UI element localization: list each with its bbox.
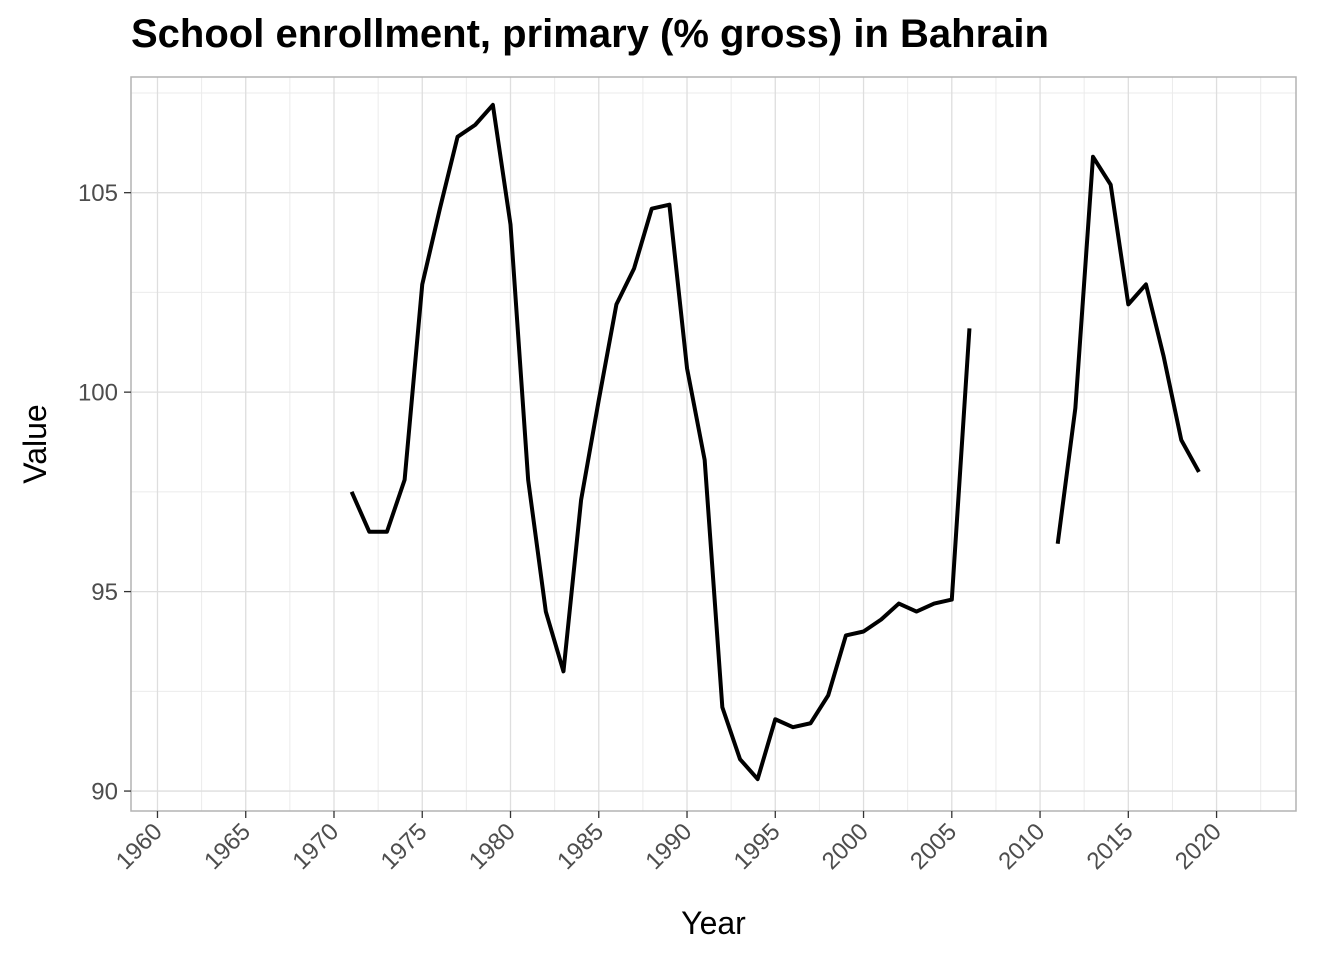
x-tick-label: 2020 <box>1170 818 1227 875</box>
plot-panel-border <box>130 76 1297 812</box>
x-tick-label: 2000 <box>817 818 874 875</box>
series-layer <box>349 102 1201 782</box>
y-axis: 90 95 100 105 <box>78 180 131 806</box>
series-line-segment-2 <box>1055 154 1201 544</box>
x-tick-label: 1965 <box>199 818 256 875</box>
chart-title: School enrollment, primary (% gross) in … <box>131 12 1049 56</box>
y-tick-label: 95 <box>91 579 118 606</box>
x-tick-label: 1975 <box>376 818 433 875</box>
series-line-segment-1 <box>349 102 972 782</box>
y-axis-title: Value <box>17 404 53 483</box>
x-tick-label: 1990 <box>640 818 697 875</box>
x-tick-label: 1980 <box>464 818 521 875</box>
y-tick-label: 90 <box>91 779 118 806</box>
x-tick-label: 2005 <box>905 818 962 875</box>
x-tick-label: 1960 <box>111 818 168 875</box>
minor-gridlines <box>131 77 1296 811</box>
x-axis-title: Year <box>681 905 746 941</box>
x-tick-label: 1970 <box>287 818 344 875</box>
x-tick-label: 2010 <box>993 818 1050 875</box>
y-tick-label: 105 <box>78 180 118 207</box>
y-tick-label: 100 <box>78 380 118 407</box>
x-tick-label: 2015 <box>1082 818 1139 875</box>
major-gridlines <box>131 77 1296 811</box>
x-tick-label: 1995 <box>729 818 786 875</box>
x-tick-label: 1985 <box>552 818 609 875</box>
x-axis: 1960 1965 1970 1975 1980 1985 1990 1995 2000 2005… <box>111 811 1227 875</box>
